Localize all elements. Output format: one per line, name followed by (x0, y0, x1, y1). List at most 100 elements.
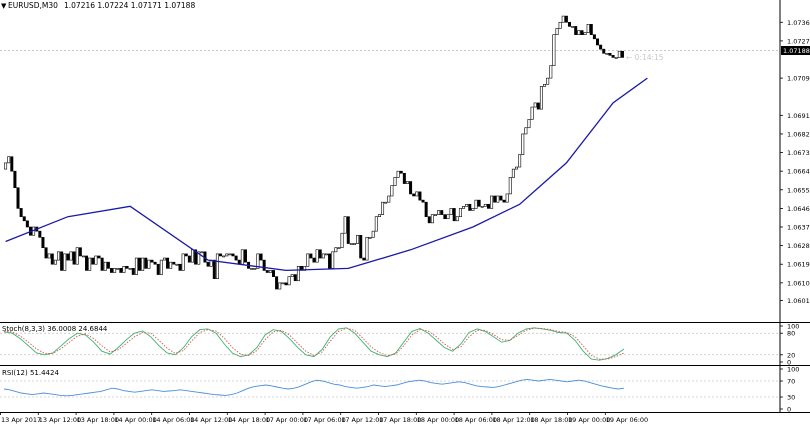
candle-body (415, 191, 419, 197)
candle-body (128, 268, 132, 270)
candle-body (387, 195, 391, 203)
candle-body (222, 255, 226, 258)
candle-body (571, 26, 575, 28)
candle-body (187, 255, 191, 263)
candle-body (134, 257, 138, 275)
candle-body (474, 199, 478, 209)
candle-body (596, 38, 600, 46)
y-tick-label: 0 (787, 359, 791, 367)
y-tick-label: 1.06370 (787, 224, 810, 232)
candle-body (471, 208, 475, 211)
x-tick-label: 14 Apr 06:00 (152, 416, 194, 424)
candle-body (309, 253, 313, 259)
current-price-tag (781, 46, 810, 55)
candle-body (465, 203, 469, 207)
candle-body (113, 268, 117, 273)
candle-body (614, 57, 618, 59)
candle-body (13, 170, 17, 189)
candle-body (72, 251, 76, 265)
x-tick-label: 17 Apr 00:00 (266, 416, 308, 424)
candle-body (381, 201, 385, 215)
candle-body (275, 276, 279, 290)
candle-body (340, 232, 344, 248)
candle-body (343, 216, 347, 234)
candle-body (22, 216, 26, 222)
candle-body (153, 261, 157, 265)
candle-body (486, 203, 490, 209)
stoch-signal-line (3, 327, 625, 360)
candle-body (458, 208, 462, 217)
candle-body (374, 216, 378, 232)
candle-body (620, 50, 624, 58)
candle-body (527, 119, 531, 129)
candle-body (393, 177, 397, 186)
candle-body (434, 214, 438, 216)
candle-body (116, 268, 120, 270)
candle-body (169, 261, 173, 269)
candle-body (567, 21, 571, 27)
candle-body (262, 259, 266, 271)
candle-body (219, 253, 223, 257)
x-tick-label: 14 Apr 12:00 (190, 416, 232, 424)
candle-body (78, 247, 82, 257)
menu-triangle-icon[interactable]: ▼ (1, 2, 7, 10)
x-tick-label: 19 Apr 00:00 (568, 416, 610, 424)
x-tick-label: 18 Apr 18:00 (530, 416, 572, 424)
y-tick-label: 1.06100 (787, 279, 810, 287)
candle-body (521, 133, 525, 155)
candle-body (231, 253, 235, 257)
candle-body (583, 32, 587, 35)
candle-body (353, 243, 357, 245)
candle-body (25, 220, 29, 228)
x-tick-label: 13 Apr 2017 (1, 416, 41, 424)
candle-body (91, 257, 95, 265)
candle-body (543, 84, 547, 87)
candle-body (574, 26, 578, 35)
candle-body (162, 257, 166, 261)
candle-body (44, 247, 48, 259)
candle-body (496, 195, 500, 203)
candle-body (493, 195, 497, 203)
x-tick-label: 18 Apr 12:00 (492, 416, 534, 424)
candle-body (608, 52, 612, 56)
candle-body (586, 24, 590, 33)
candle-body (421, 199, 425, 203)
candle-body (539, 86, 543, 110)
y-tick-label: 1.06550 (787, 186, 810, 194)
candle-body (390, 185, 394, 197)
y-tick-label: 1.06015 (787, 297, 810, 305)
candle-body (109, 268, 113, 273)
x-tick-label: 18 Apr 00:00 (417, 416, 459, 424)
candle-body (181, 253, 185, 271)
candle-body (449, 208, 453, 215)
candle-body (561, 15, 565, 23)
candle-body (592, 34, 596, 40)
candle-body (558, 21, 562, 29)
y-tick-label: 70 (787, 378, 795, 386)
x-tick-label: 19 Apr 06:00 (606, 416, 648, 424)
y-tick-label: 1.06820 (787, 130, 810, 138)
y-tick-label: 0 (787, 406, 791, 414)
candle-body (518, 154, 522, 168)
candle-body (172, 261, 176, 265)
x-tick-label: 13 Apr 18:00 (77, 416, 119, 424)
x-tick-label: 18 Apr 06:00 (455, 416, 497, 424)
candle-body (97, 255, 101, 259)
candle-body (240, 249, 244, 265)
candle-body (424, 201, 428, 217)
candle-body (409, 181, 413, 195)
candle-body (515, 166, 519, 170)
candle-body (85, 255, 89, 271)
rsi-levels (0, 380, 780, 398)
y-tick-label: 1.06730 (787, 149, 810, 157)
candle-body (53, 259, 57, 265)
candle-body (368, 237, 372, 239)
candle-body (7, 156, 11, 164)
candle-body (178, 263, 182, 271)
candle-body (138, 257, 142, 271)
candle-body (377, 214, 381, 217)
candle-body (147, 259, 151, 269)
